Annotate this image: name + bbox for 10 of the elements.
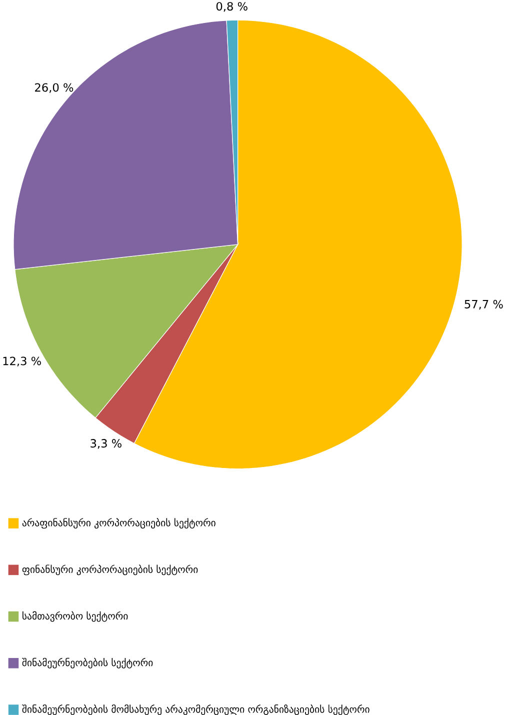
- legend-label: სამთავრობო სექტორი: [22, 611, 128, 622]
- legend-label: ფინანსური კორპორაციების სექტორი: [22, 564, 198, 576]
- legend-label: შინამეურნეობების მომსახურე არაკომერციული ორგანიზაციების სექტორი: [22, 704, 370, 715]
- data-label: 12,3 %: [4, 356, 42, 366]
- data-label: 26,0 %: [35, 83, 74, 93]
- data-label: 0,8 %: [216, 2, 248, 12]
- data-label: 3,3 %: [90, 439, 122, 449]
- legend-label: შინამეურნეობების სექტორი: [22, 658, 153, 668]
- data-label: 57,7 %: [465, 300, 504, 310]
- legend-label: არაფინანსური კორპორაციების სექტორი: [22, 518, 216, 529]
